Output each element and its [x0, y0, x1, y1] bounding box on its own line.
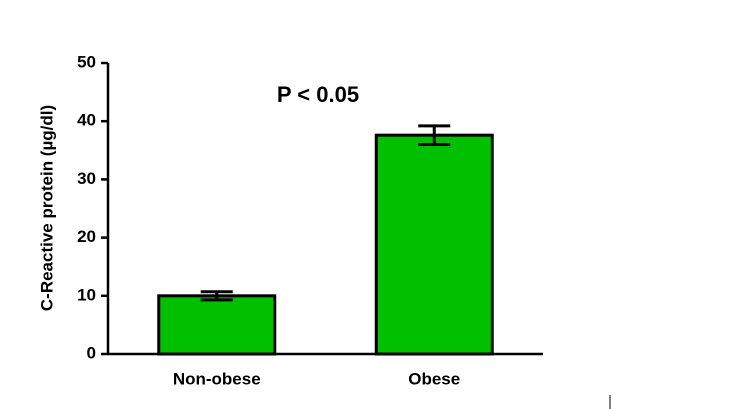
x-tick-label: Non-obese — [173, 369, 261, 388]
annotation: P < 0.05 — [277, 82, 359, 107]
y-tick-label: 10 — [77, 285, 96, 304]
error-bar — [200, 290, 233, 302]
y-tick-label: 20 — [77, 227, 96, 246]
y-tick-label: 50 — [77, 52, 96, 71]
bar — [374, 133, 494, 356]
error-bar — [418, 124, 451, 146]
y-axis-label: C-Reactive protein (µg/dl) — [37, 105, 56, 311]
y-tick-label: 30 — [77, 169, 96, 188]
bar — [157, 294, 277, 356]
y-tick-label: 0 — [87, 343, 96, 362]
y-tick-label: 40 — [77, 111, 96, 130]
x-tick-label: Obese — [408, 369, 460, 388]
